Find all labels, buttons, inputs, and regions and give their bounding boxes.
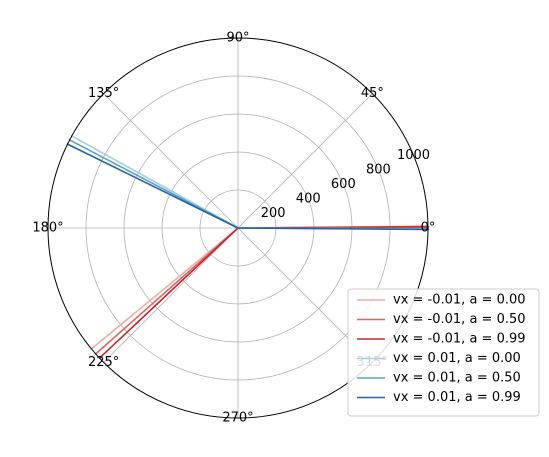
r-tick-label-4: 1000 [397, 148, 430, 163]
legend-label-3: vx = 0.01, a = 0.00 [393, 351, 521, 366]
legend-label-0: vx = -0.01, a = 0.00 [393, 293, 526, 308]
legend-label-4: vx = 0.01, a = 0.50 [393, 371, 521, 386]
angular-gridline-3 [103, 93, 239, 229]
angular-gridline-5 [103, 227, 239, 363]
legend-label-2: vx = -0.01, a = 0.99 [393, 332, 526, 347]
theta-tick-label-1: 45° [361, 86, 384, 101]
series-layer [66, 135, 429, 359]
r-tick-label-2: 600 [331, 177, 356, 192]
r-tick-label-3: 800 [366, 162, 391, 177]
series-line-3 [71, 135, 429, 230]
r-tick-label-1: 400 [296, 191, 321, 206]
series-line-4 [68, 139, 429, 230]
theta-tick-label-6: 270° [222, 411, 253, 426]
legend-label-5: vx = 0.01, a = 0.99 [393, 390, 521, 405]
legend-box [347, 288, 540, 417]
theta-tick-label-4: 180° [32, 221, 63, 236]
legend-label-1: vx = -0.01, a = 0.50 [393, 312, 526, 327]
label-layer: 0°45°90°135°180°225°270°315°200400600800… [32, 31, 435, 426]
polar-frame [47, 37, 429, 419]
frame-layer [47, 37, 429, 419]
theta-tick-label-3: 135° [88, 86, 119, 101]
theta-tick-label-5: 225° [88, 355, 119, 370]
legend: vx = -0.01, a = 0.00 vx = -0.01, a = 0.50… [347, 288, 540, 417]
theta-tick-label-2: 90° [226, 31, 249, 46]
series-line-5 [66, 143, 429, 231]
r-tick-label-0: 200 [261, 206, 286, 221]
theta-tick-label-0: 0° [421, 221, 436, 236]
angular-gridline-1 [237, 93, 373, 229]
